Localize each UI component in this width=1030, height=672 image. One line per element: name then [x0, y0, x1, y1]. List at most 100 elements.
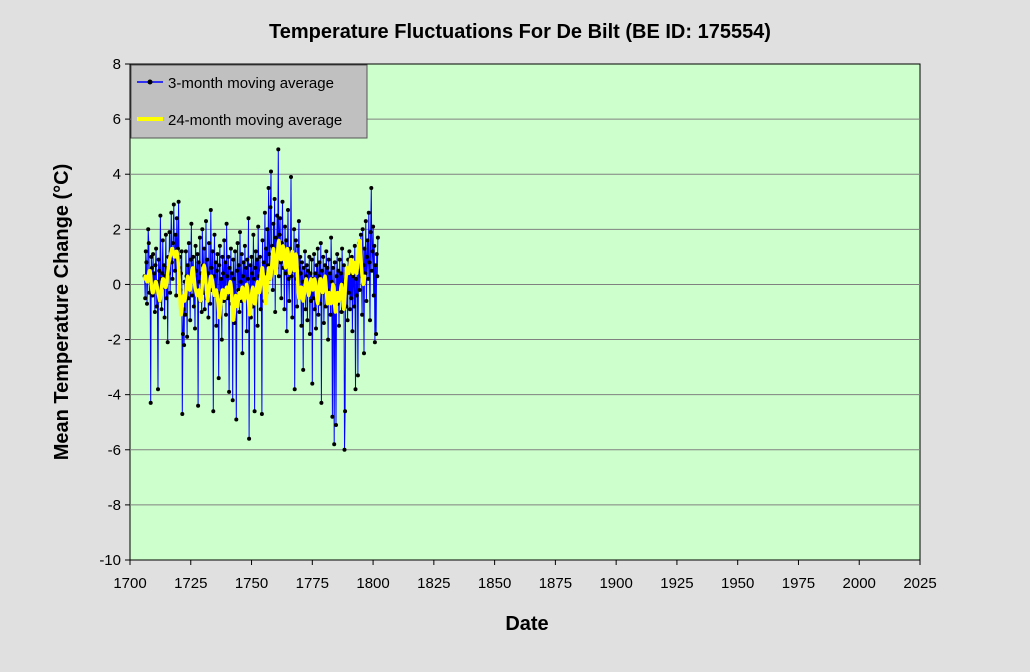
data-point-3-month-41 [167, 230, 172, 235]
data-point-3-month-172 [247, 436, 252, 441]
tick-label-x-1825: 1825 [417, 575, 450, 592]
tick-label-y--8: -8 [108, 497, 121, 514]
data-point-3-month-330 [343, 409, 348, 414]
data-point-3-month-4 [145, 301, 149, 306]
data-point-3-month-94 [199, 310, 204, 314]
data-point-3-month-112 [210, 249, 215, 254]
data-point-3-month-140 [227, 265, 232, 270]
data-point-3-month-256 [298, 254, 303, 259]
data-point-3-month-87 [195, 252, 200, 257]
data-point-3-month-56 [176, 199, 181, 204]
data-point-3-month-216 [273, 235, 278, 240]
data-point-3-month-313 [332, 260, 337, 265]
data-point-3-month-119 [214, 268, 219, 273]
data-point-3-month-249 [293, 238, 298, 243]
data-point-3-month-128 [220, 254, 225, 259]
data-point-3-month-368 [366, 276, 371, 281]
data-point-3-month-257 [298, 271, 303, 276]
tick-label-x-1700: 1700 [113, 575, 146, 592]
data-point-3-month-377 [371, 293, 376, 298]
data-point-3-month-71 [185, 263, 190, 268]
data-point-3-month-46 [170, 276, 175, 281]
data-point-3-month-7 [146, 241, 151, 246]
data-point-3-month-211 [270, 288, 275, 292]
data-point-3-month-204 [266, 186, 271, 190]
data-point-3-month-280 [312, 307, 317, 312]
data-point-3-month-103 [205, 257, 210, 262]
data-point-3-month-35 [163, 232, 168, 237]
data-point-3-month-80 [191, 254, 196, 259]
data-point-3-month-16 [152, 271, 157, 276]
data-point-3-month-361 [362, 351, 366, 356]
data-point-3-month-205 [267, 252, 272, 257]
data-point-3-month-163 [241, 260, 246, 265]
data-point-3-month-28 [159, 307, 164, 312]
data-point-3-month-222 [277, 232, 282, 237]
gridlines [130, 118, 920, 506]
data-point-3-month-24 [157, 268, 162, 273]
data-point-3-month-95 [200, 227, 205, 232]
data-point-3-month-290 [318, 241, 323, 246]
data-point-3-month-334 [345, 318, 350, 323]
tick-label-y-4: 4 [113, 166, 121, 183]
data-point-3-month-310 [331, 265, 335, 270]
data-point-3-month-51 [173, 232, 178, 237]
data-point-3-month-88 [196, 403, 201, 408]
data-point-3-month-22 [156, 387, 160, 392]
data-point-3-month-262 [301, 265, 306, 270]
data-point-3-month-110 [209, 265, 214, 270]
data-point-3-month-61 [179, 249, 184, 254]
data-point-3-month-218 [275, 213, 280, 218]
data-point-3-month-191 [258, 307, 263, 312]
data-point-3-month-336 [346, 290, 351, 295]
data-point-3-month-345 [352, 304, 357, 309]
data-point-3-month-346 [352, 243, 357, 248]
data-point-3-month-180 [252, 276, 256, 281]
data-point-3-month-127 [219, 337, 224, 342]
data-point-3-month-3 [144, 260, 149, 265]
data-point-3-month-161 [240, 351, 245, 356]
data-point-3-month-354 [357, 288, 362, 292]
data-point-3-month-171 [246, 216, 251, 221]
data-point-3-month-6 [146, 227, 151, 232]
data-point-3-month-129 [221, 271, 225, 276]
data-point-3-month-378 [372, 243, 377, 248]
legend-box [130, 64, 368, 139]
data-point-3-month-369 [366, 210, 371, 215]
legend: 3-month moving average 24-month moving a… [130, 64, 368, 139]
data-point-3-month-232 [283, 271, 288, 276]
data-point-3-month-298 [323, 304, 328, 309]
data-point-3-month-356 [358, 232, 363, 237]
data-point-3-month-294 [321, 254, 326, 259]
data-point-3-month-186 [255, 323, 260, 328]
data-point-3-month-177 [250, 271, 255, 276]
data-point-3-month-106 [207, 241, 211, 246]
data-point-3-month-343 [351, 274, 355, 279]
data-point-3-month-382 [374, 252, 379, 257]
data-point-3-month-44 [169, 210, 174, 215]
data-point-3-month-90 [197, 279, 202, 284]
data-point-3-month-372 [368, 230, 373, 235]
data-point-3-month-259 [300, 260, 304, 265]
data-point-3-month-383 [375, 274, 380, 279]
data-point-3-month-109 [208, 208, 213, 212]
tick-label-y-0: 0 [113, 276, 121, 293]
data-point-3-month-42 [168, 290, 173, 295]
data-point-3-month-224 [278, 260, 283, 265]
data-point-3-month-380 [373, 263, 378, 268]
data-point-3-month-348 [354, 276, 359, 281]
data-point-3-month-174 [248, 263, 253, 268]
data-point-3-month-182 [253, 265, 258, 270]
data-point-3-month-264 [303, 249, 307, 254]
data-point-3-month-29 [160, 271, 165, 276]
data-point-3-month-312 [332, 442, 337, 447]
data-point-3-month-18 [153, 263, 158, 268]
data-point-3-month-105 [206, 315, 211, 320]
data-point-3-month-324 [339, 310, 344, 314]
data-point-3-month-233 [284, 238, 289, 243]
data-point-3-month-271 [307, 254, 312, 259]
data-point-3-month-268 [305, 318, 310, 323]
data-point-3-month-30 [160, 238, 165, 243]
data-point-3-month-306 [328, 312, 333, 317]
